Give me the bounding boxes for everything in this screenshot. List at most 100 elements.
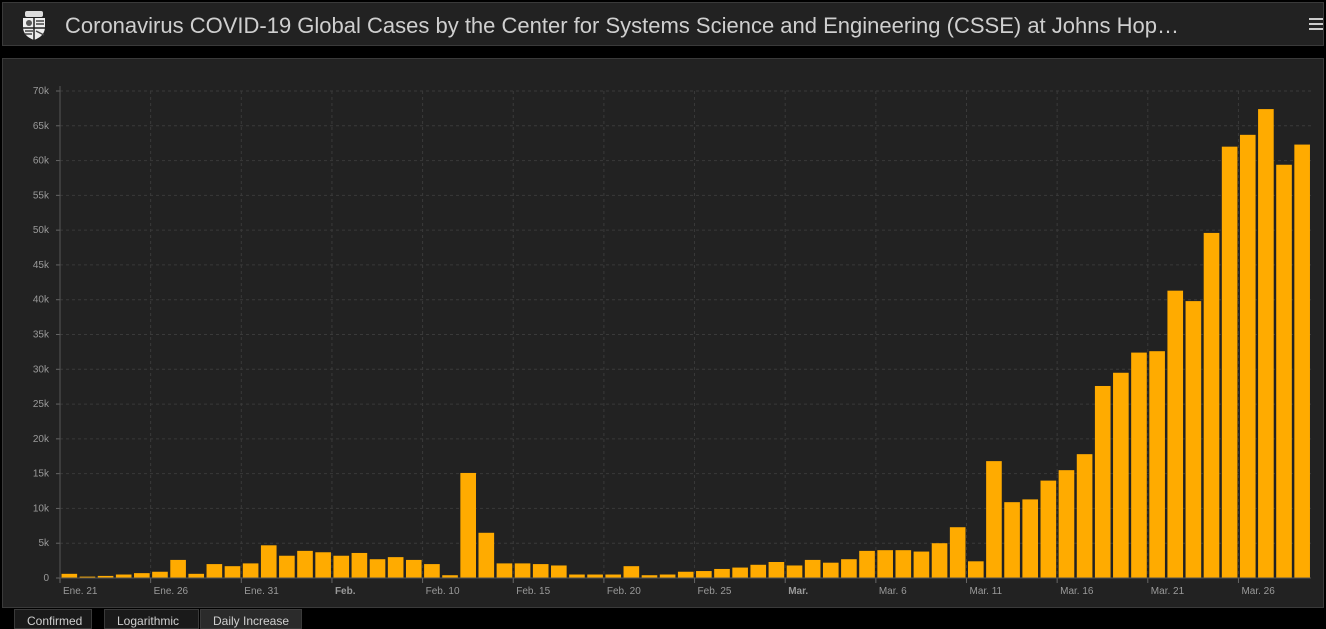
bar-day-34[interactable] xyxy=(677,571,694,578)
x-tick-label: Mar. 16 xyxy=(1060,586,1094,597)
bar-day-64[interactable] xyxy=(1221,146,1238,578)
hamburger-menu-icon[interactable] xyxy=(1309,15,1323,33)
bar-day-12[interactable] xyxy=(279,555,295,578)
bar-day-46[interactable] xyxy=(895,550,912,578)
bar-day-13[interactable] xyxy=(297,550,313,578)
x-tick-label: Mar. 11 xyxy=(970,586,1003,597)
bar-day-44[interactable] xyxy=(859,550,875,578)
bar-day-56[interactable] xyxy=(1076,454,1093,578)
bar-day-15[interactable] xyxy=(333,555,350,578)
bar-day-33[interactable] xyxy=(659,574,676,578)
bar-day-29[interactable] xyxy=(587,574,603,578)
bar-day-30[interactable] xyxy=(605,574,622,578)
x-tick-label: Mar. 21 xyxy=(1151,586,1185,597)
bar-day-39[interactable] xyxy=(768,561,785,578)
x-tick-label: Ene. 31 xyxy=(244,586,279,597)
bar-day-10[interactable] xyxy=(242,563,259,578)
bar-day-38[interactable] xyxy=(750,564,767,578)
bar-day-50[interactable] xyxy=(968,561,984,578)
y-tick-label: 60k xyxy=(33,156,50,167)
y-tick-label: 5k xyxy=(38,538,50,549)
bar-day-52[interactable] xyxy=(1004,502,1020,578)
bar-day-55[interactable] xyxy=(1058,470,1075,578)
tab-daily-increase[interactable]: Daily Increase xyxy=(200,609,302,629)
bar-day-62[interactable] xyxy=(1185,301,1202,578)
bar-day-28[interactable] xyxy=(569,574,585,578)
bar-day-18[interactable] xyxy=(387,557,404,578)
y-tick-label: 50k xyxy=(33,225,50,236)
bar-day-8[interactable] xyxy=(206,564,223,578)
bar-day-11[interactable] xyxy=(260,545,277,578)
bar-day-47[interactable] xyxy=(913,551,930,578)
bar-day-51[interactable] xyxy=(986,461,1002,578)
bar-day-63[interactable] xyxy=(1203,232,1220,578)
bar-day-65[interactable] xyxy=(1239,134,1256,578)
bar-day-66[interactable] xyxy=(1258,109,1274,579)
bar-day-21[interactable] xyxy=(442,575,458,578)
bar-day-25[interactable] xyxy=(514,563,531,578)
y-tick-label: 45k xyxy=(33,260,50,271)
bar-day-35[interactable] xyxy=(696,571,712,578)
x-tick-label: Feb. 10 xyxy=(426,586,460,597)
x-tick-label: Ene. 21 xyxy=(63,586,98,597)
bar-day-68[interactable] xyxy=(1294,144,1310,578)
y-tick-label: 20k xyxy=(33,434,50,445)
y-tick-label: 35k xyxy=(33,330,50,341)
y-tick-label: 25k xyxy=(33,399,50,410)
bar-day-67[interactable] xyxy=(1276,164,1292,578)
x-tick-label: Ene. 26 xyxy=(154,586,189,597)
bar-day-37[interactable] xyxy=(732,567,748,578)
bar-day-6[interactable] xyxy=(170,559,186,578)
bar-day-54[interactable] xyxy=(1040,480,1057,578)
bar-day-57[interactable] xyxy=(1094,385,1111,578)
x-tick-label: Feb. 25 xyxy=(698,586,732,597)
x-tick-label: Feb. xyxy=(335,586,356,597)
bar-day-1[interactable] xyxy=(79,576,96,578)
bar-day-53[interactable] xyxy=(1022,499,1039,578)
bar-day-26[interactable] xyxy=(532,564,549,578)
bar-day-7[interactable] xyxy=(188,573,205,578)
bar-day-2[interactable] xyxy=(97,575,114,578)
x-tick-label: Mar. 6 xyxy=(879,586,907,597)
y-tick-label: 0 xyxy=(43,573,49,584)
dashboard-title: Coronavirus COVID-19 Global Cases by the… xyxy=(65,13,1179,38)
bar-day-61[interactable] xyxy=(1167,290,1184,578)
x-tick-label: Feb. 15 xyxy=(516,586,550,597)
bar-day-17[interactable] xyxy=(369,559,386,578)
bar-day-4[interactable] xyxy=(134,573,150,578)
y-tick-label: 65k xyxy=(33,121,50,132)
bar-day-22[interactable] xyxy=(460,472,476,578)
daily-increase-bar-chart: 0 5k 10k 15k 20k 25k 30k 35k 40k 45k 50k 55k 60k 65k 7… xyxy=(33,86,1311,597)
y-tick-label: 30k xyxy=(33,364,50,375)
bar-day-0[interactable] xyxy=(61,573,78,578)
tab-confirmed[interactable]: Confirmed xyxy=(14,609,92,629)
bar-day-36[interactable] xyxy=(714,568,730,578)
bar-day-19[interactable] xyxy=(405,559,422,578)
tab-logarithmic[interactable]: Logarithmic xyxy=(104,609,199,629)
bar-day-45[interactable] xyxy=(877,550,893,578)
bar-day-42[interactable] xyxy=(822,562,839,578)
bar-day-24[interactable] xyxy=(496,563,513,578)
bar-day-3[interactable] xyxy=(115,574,132,578)
x-tick-label: Mar. xyxy=(788,586,808,597)
bar-day-43[interactable] xyxy=(841,559,857,578)
bar-day-5[interactable] xyxy=(152,571,168,578)
bar-day-20[interactable] xyxy=(424,564,440,578)
bar-day-58[interactable] xyxy=(1113,372,1129,578)
bar-day-40[interactable] xyxy=(786,565,803,578)
bar-day-31[interactable] xyxy=(623,566,640,578)
chart-panel: 0 5k 10k 15k 20k 25k 30k 35k 40k 45k 50k 55k 60k 65k 7… xyxy=(2,58,1324,608)
bar-day-27[interactable] xyxy=(551,565,567,578)
bar-day-14[interactable] xyxy=(315,552,331,578)
y-tick-label: 70k xyxy=(33,86,50,97)
bar-day-23[interactable] xyxy=(478,532,495,578)
bar-day-59[interactable] xyxy=(1131,352,1147,578)
bar-day-9[interactable] xyxy=(224,566,241,578)
bar-day-60[interactable] xyxy=(1149,351,1165,578)
bar-day-16[interactable] xyxy=(351,552,368,578)
bar-day-32[interactable] xyxy=(641,575,658,578)
bar-day-41[interactable] xyxy=(804,559,821,578)
bar-day-49[interactable] xyxy=(949,527,966,578)
bar-day-48[interactable] xyxy=(931,543,948,578)
x-tick-label: Mar. 26 xyxy=(1241,586,1275,597)
